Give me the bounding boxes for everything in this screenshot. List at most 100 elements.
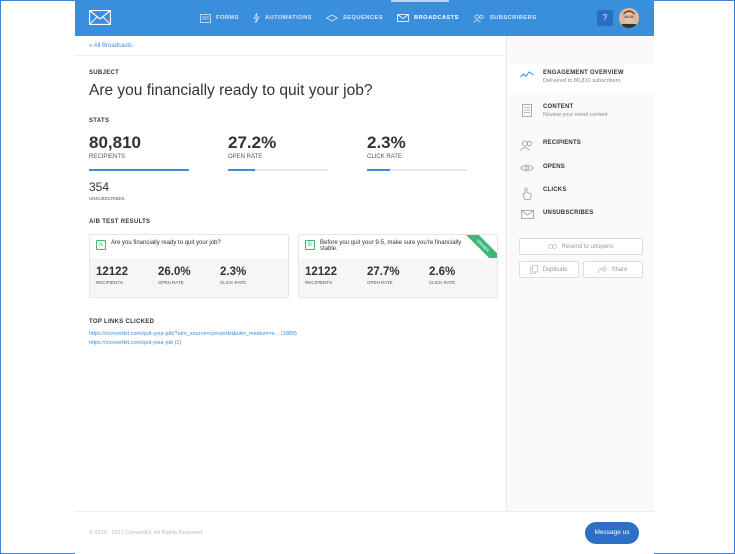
- nav-forms-label: FORMS: [216, 15, 239, 21]
- ab-stat-label: RECIPIENTS: [305, 280, 333, 285]
- stat-value: 80,810: [89, 133, 141, 152]
- ab-test-card-a: A Are you financially ready to quit your…: [89, 234, 289, 298]
- ab-click-rate: 2.6% CLICK RATE: [429, 266, 455, 285]
- sidebar-item-title: ENGAGEMENT OVERVIEW: [543, 70, 624, 76]
- document-icon: [522, 104, 532, 117]
- share-button[interactable]: Share: [583, 261, 643, 278]
- sidebar-item-title: UNSUBSCRIBES: [543, 210, 594, 216]
- nav-forms[interactable]: FORMS: [200, 0, 239, 36]
- stat-value: 27.2%: [228, 133, 277, 152]
- sidebar-item-subtitle: Delivered to 80,810 subscribers: [543, 78, 621, 84]
- sidebar-item-recipients[interactable]: RECIPIENTS: [507, 140, 654, 151]
- sidebar-item-unsubscribes[interactable]: UNSUBSCRIBES: [507, 210, 654, 219]
- ab-stat-value: 12122: [305, 266, 337, 278]
- variant-subject: Are you financially ready to quit your j…: [111, 240, 221, 246]
- ab-stat-label: CLICK RATE: [429, 280, 456, 285]
- stats-label: STATS: [89, 118, 110, 124]
- help-button[interactable]: ?: [597, 10, 613, 26]
- footer-copyright: © 2013 - 2017 ConvertKit. All Rights Res…: [89, 530, 203, 536]
- nav-subscribers[interactable]: SUBSCRIBERS: [473, 0, 537, 36]
- ab-card-header: B Before you quit your 9-5, make sure yo…: [299, 235, 497, 258]
- app-window: FORMS AUTOMATIONS SEQUENCES BROADCASTS S…: [75, 0, 654, 554]
- all-broadcasts-link[interactable]: « All Broadcasts: [89, 43, 133, 49]
- envelope-icon: [520, 210, 534, 219]
- top-link[interactable]: https://convertkit.com/quit-your-job (1): [89, 340, 182, 346]
- share-icon: [598, 265, 608, 273]
- message-us-button[interactable]: Message us: [585, 522, 639, 544]
- nav-subscribers-label: SUBSCRIBERS: [489, 15, 537, 21]
- activity-icon: [520, 71, 534, 78]
- click-rate-progress-bar: [367, 169, 467, 171]
- variant-badge: B: [305, 240, 315, 250]
- sidebar-item-title: RECIPIENTS: [543, 140, 582, 146]
- ab-stat-value: 27.7%: [367, 266, 400, 278]
- sidebar-item-clicks[interactable]: CLICKS: [507, 187, 654, 200]
- ab-recipients: 12122 RECIPIENTS: [305, 266, 337, 285]
- top-links-label: TOP LINKS CLICKED: [89, 319, 155, 325]
- stat-label: OPEN RATE: [228, 154, 263, 160]
- unsubscribes-value: 354: [89, 180, 110, 194]
- duplicate-button[interactable]: Duplicate: [519, 261, 579, 278]
- nav-broadcasts-label: BROADCASTS: [413, 15, 459, 21]
- ab-stat-value: 2.6%: [429, 266, 456, 278]
- variant-subject: Before you quit your 9-5, make sure you'…: [320, 240, 462, 252]
- stat-value: 2.3%: [367, 133, 406, 152]
- subscribers-icon: [473, 14, 484, 23]
- variant-badge: A: [96, 240, 106, 250]
- nav-sequences-label: SEQUENCES: [342, 15, 383, 21]
- footer-divider: [75, 511, 654, 512]
- resend-label: Resend to unopens: [561, 243, 614, 250]
- envelope-icon: [397, 14, 409, 22]
- top-nav-bar: FORMS AUTOMATIONS SEQUENCES BROADCASTS S…: [75, 0, 654, 36]
- duplicate-icon: [530, 265, 539, 274]
- ab-test-card-b: B Before you quit your 9-5, make sure yo…: [298, 234, 498, 298]
- divider: [75, 55, 506, 56]
- main-nav: FORMS AUTOMATIONS SEQUENCES BROADCASTS S…: [200, 0, 551, 36]
- pointer-icon: [522, 187, 532, 200]
- avatar-face-icon: [619, 8, 639, 28]
- share-label: Share: [611, 266, 628, 273]
- avatar[interactable]: [619, 8, 639, 28]
- ab-stat-label: OPEN RATE: [367, 280, 393, 285]
- sidebar-item-content[interactable]: CONTENT Review your email content: [507, 104, 654, 118]
- eye-icon: [520, 164, 534, 172]
- duplicate-label: Duplicate: [542, 266, 568, 273]
- stat-click-rate: 2.3% CLICK RATE: [367, 133, 406, 160]
- nav-broadcasts[interactable]: BROADCASTS: [397, 0, 459, 36]
- nav-sequences[interactable]: SEQUENCES: [325, 0, 383, 36]
- ab-stat-value: 12122: [96, 266, 128, 278]
- top-link[interactable]: https://convertkit.com/quit-your-job/?ut…: [89, 331, 297, 337]
- progress-fill: [89, 169, 189, 171]
- stat-recipients: 80,810 RECIPIENTS: [89, 133, 141, 160]
- logo-envelope-icon[interactable]: [89, 10, 111, 25]
- users-icon: [520, 140, 533, 151]
- stat-label: CLICK RATE: [367, 154, 402, 160]
- broadcast-report: « All Broadcasts SUBJECT Are you financi…: [75, 36, 506, 511]
- sidebar-item-subtitle: Review your email content: [543, 112, 608, 118]
- active-tab-indicator: [391, 0, 449, 2]
- sidebar-item-title: CLICKS: [543, 187, 567, 193]
- ab-card-stats: 12122 RECIPIENTS 26.0% OPEN RATE 2.3% CL…: [90, 258, 288, 297]
- sidebar-item-engagement[interactable]: ENGAGEMENT OVERVIEW Delivered to 80,810 …: [507, 64, 654, 94]
- ab-card-stats: 12122 RECIPIENTS 27.7% OPEN RATE 2.6% CL…: [299, 258, 497, 297]
- resend-to-unopens-button[interactable]: Resend to unopens: [519, 238, 643, 255]
- unsubscribes-label: UNSUBSCRIBES: [89, 196, 125, 201]
- ab-stat-label: OPEN RATE: [158, 280, 184, 285]
- ab-test-label: A/B TEST RESULTS: [89, 219, 151, 225]
- lightning-icon: [253, 13, 260, 23]
- ab-open-rate: 27.7% OPEN RATE: [367, 266, 400, 285]
- ab-click-rate: 2.3% CLICK RATE: [220, 266, 246, 285]
- ab-stat-value: 26.0%: [158, 266, 191, 278]
- sidebar-item-title: CONTENT: [543, 104, 574, 110]
- link-icon: [548, 244, 558, 249]
- ab-recipients: 12122 RECIPIENTS: [96, 266, 128, 285]
- ab-stat-value: 2.3%: [220, 266, 247, 278]
- progress-fill: [367, 169, 390, 171]
- nav-automations[interactable]: AUTOMATIONS: [253, 0, 312, 36]
- open-rate-progress-bar: [228, 169, 328, 171]
- sidebar-item-opens[interactable]: OPENS: [507, 164, 654, 172]
- ab-stat-label: RECIPIENTS: [96, 280, 124, 285]
- stat-unsubscribes: 354 UNSUBSCRIBES: [89, 180, 125, 201]
- subject-label: SUBJECT: [89, 70, 120, 76]
- sequences-icon: [325, 14, 338, 22]
